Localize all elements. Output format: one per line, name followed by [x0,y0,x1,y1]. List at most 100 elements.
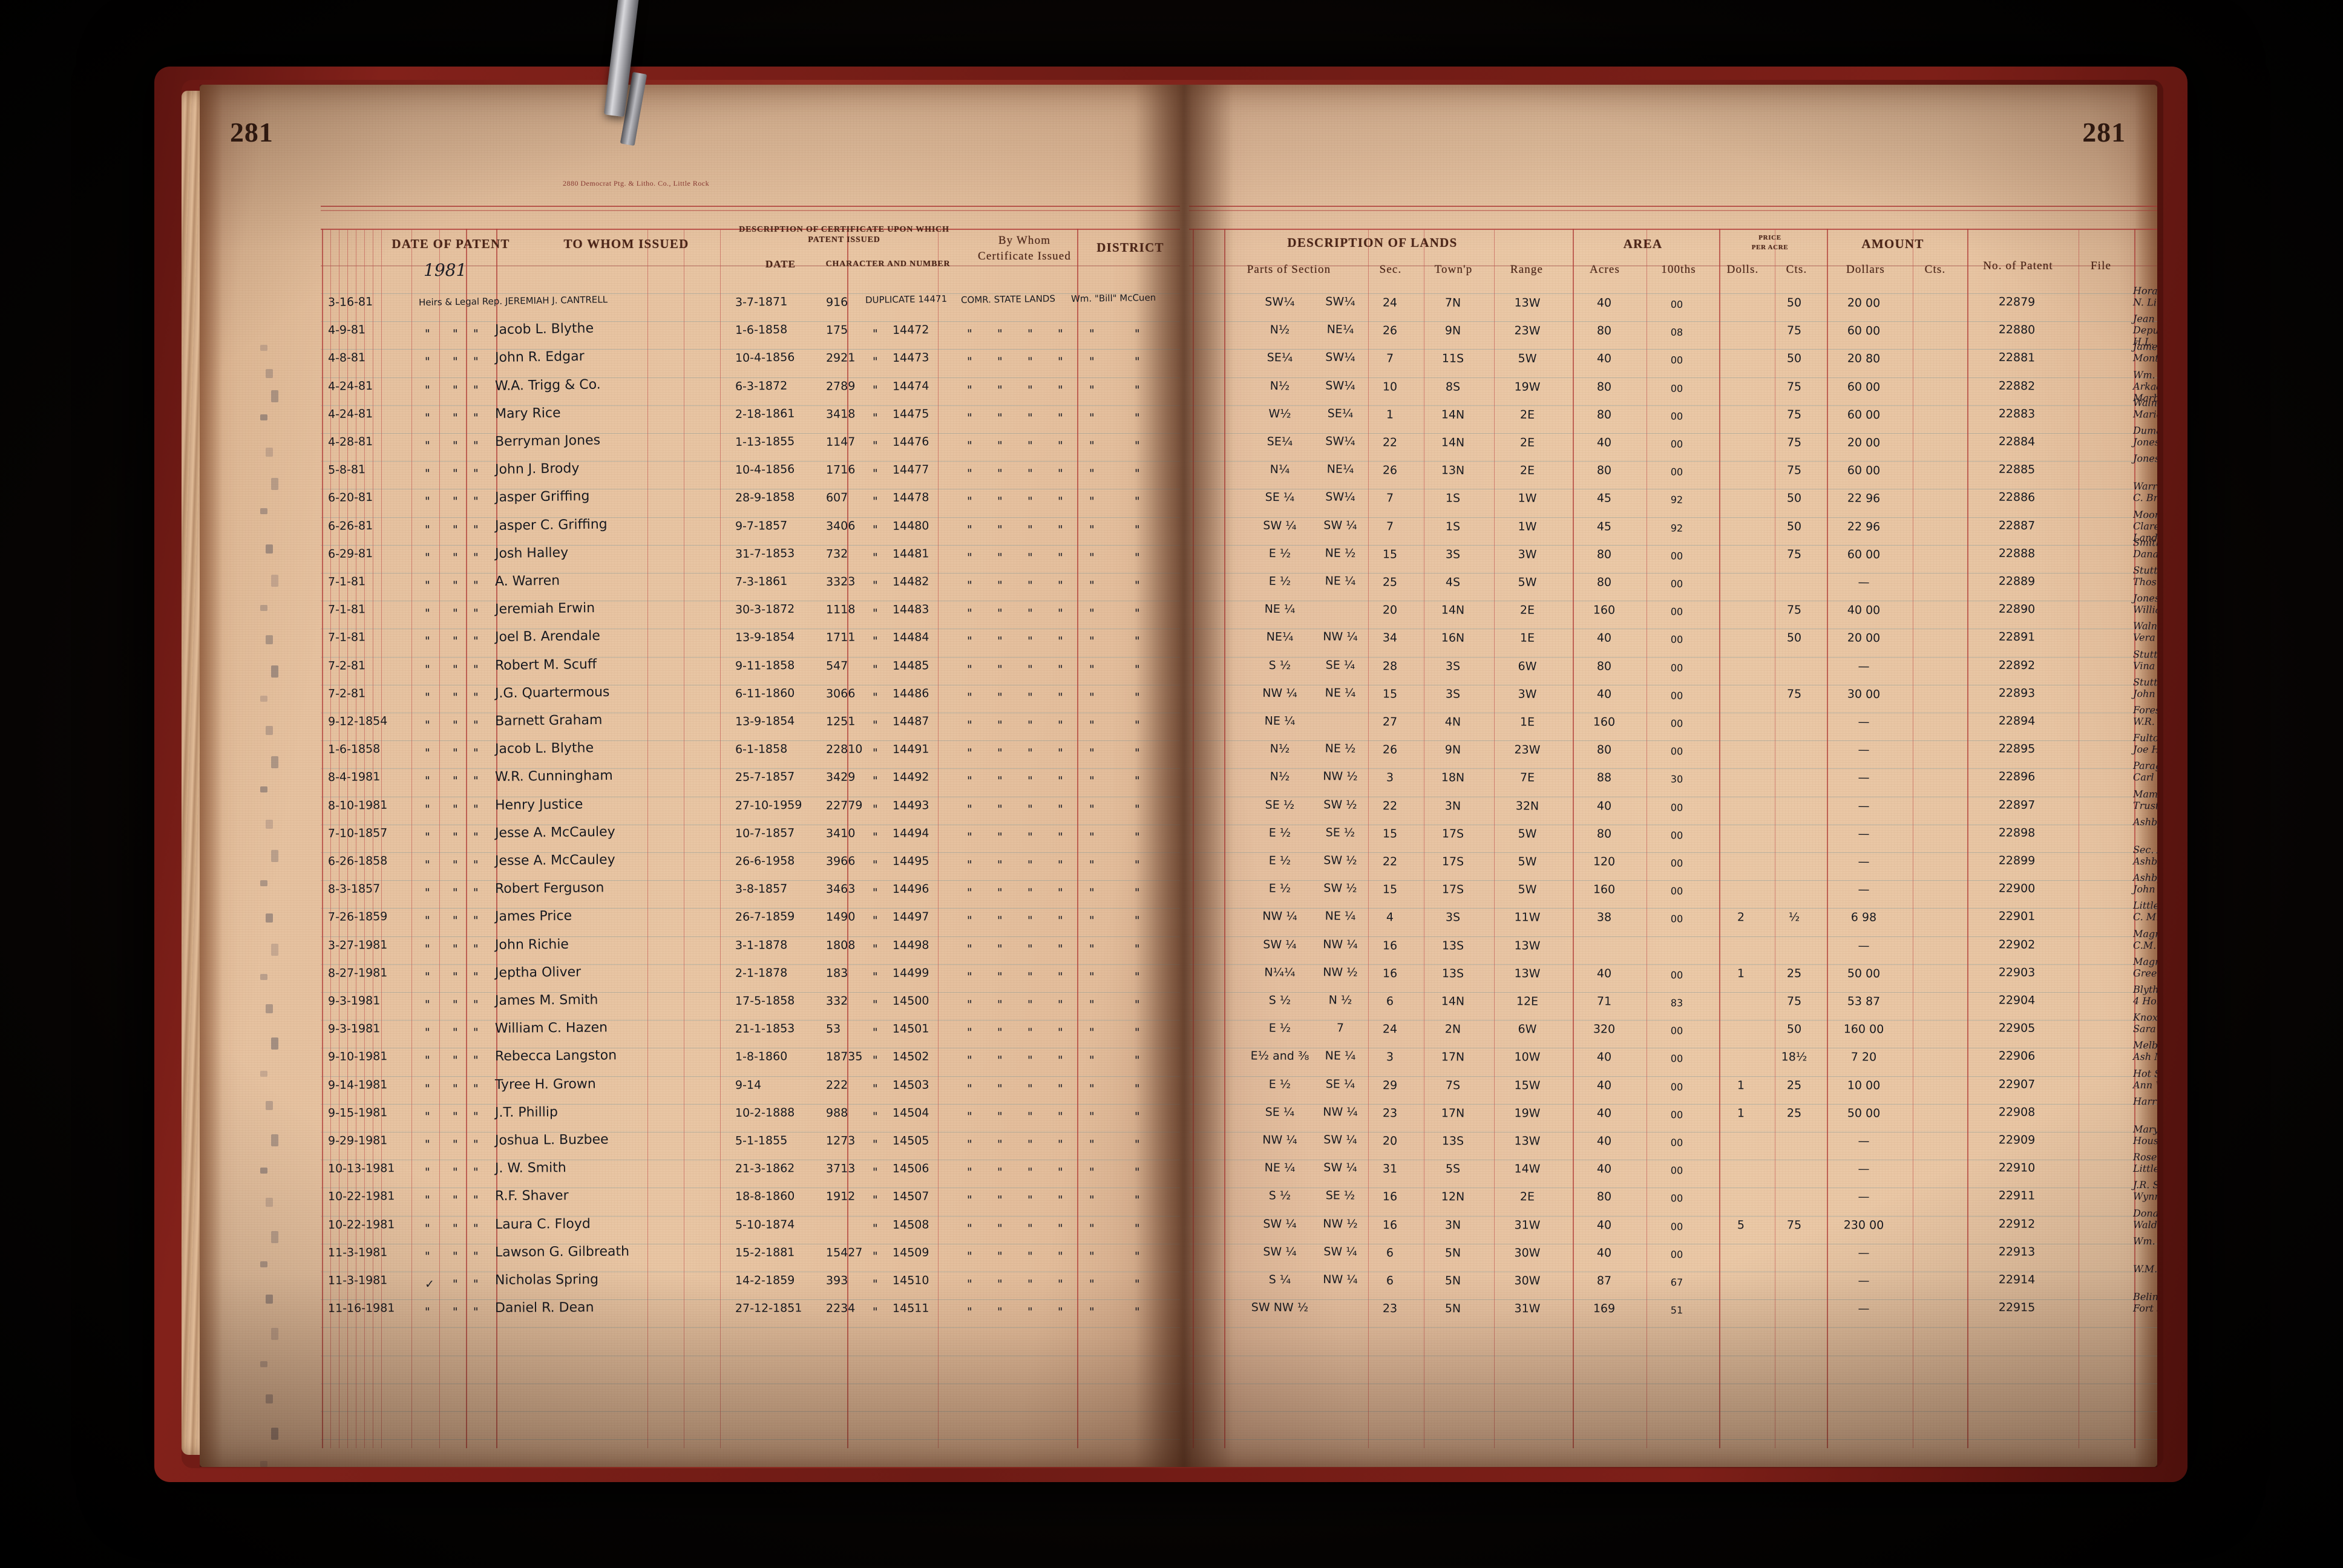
cell-date-of-patent: 7-1-81 [327,575,366,589]
cell-hundredths: 08 [1670,326,1683,339]
ditto-mark-3: " [473,1249,479,1263]
ditto-mark-character: " [872,550,878,564]
ditto-mark-bywhom-a: " [966,662,972,676]
cell-cert-date: 14-2-1859 [735,1273,795,1287]
cell-township: 3N [1444,1218,1461,1232]
cell-cert-number: 2789 [825,379,856,393]
cell-cert-date: 6-3-1872 [735,379,788,393]
cell-amount-dollars: — [1858,1162,1870,1176]
ditto-mark-2: " [452,578,458,593]
cell-amount-dollars: 20 00 [1847,631,1881,645]
ditto-mark-district-c: " [1134,970,1140,984]
ditto-mark-1: " [424,523,430,537]
ditto-mark-bywhom-b: " [997,467,1003,481]
ditto-mark-1: " [424,746,430,760]
cell-township: 13S [1441,1134,1464,1148]
cell-date-of-patent: 9-3-1981 [327,994,381,1008]
cell-to-whom-issued: Jasper Griffing [494,489,590,506]
cell-price-cents: ½ [1788,910,1800,924]
ditto-mark-2: " [452,1249,458,1263]
header-file: File [2090,260,2112,272]
cell-no-of-patent: 22891 [1998,630,2036,644]
cell-date-of-patent: 11-3-1981 [327,1273,388,1287]
cell-acres: 160 [1593,715,1616,729]
printer-imprint: 2880 Democrat Ptg. & Litho. Co., Little … [563,179,710,188]
ditto-mark-bywhom-b: " [997,1277,1003,1292]
cell-cert-number-2: 14504 [892,1106,929,1120]
cell-cert-number-2: 14501 [892,1022,929,1036]
ditto-mark-district-b: " [1089,467,1095,481]
ditto-mark-district-c: " [1134,1082,1140,1096]
cell-amount-dollars: 60 00 [1847,324,1881,338]
cell-by-whom-issued: COMR. STATE LANDS [960,293,1056,305]
cell-to-whom-issued: James Price [494,909,572,925]
cell-section: 34 [1382,631,1398,645]
cell-range: 32N [1515,799,1539,813]
ditto-mark-district-b: " [1089,662,1095,676]
cell-date-of-patent: 7-1-81 [327,630,366,645]
ditto-mark-district-a: " [1057,578,1063,593]
ditto-mark-3: " [473,970,479,984]
cell-acres: 40 [1596,687,1612,701]
cell-hundredths: 00 [1670,1025,1683,1037]
cell-cert-number-2: 14484 [892,630,929,645]
ditto-mark-bywhom-b: " [997,1082,1003,1096]
ditto-mark-district-a: " [1057,886,1063,900]
cell-acres: 80 [1596,324,1612,338]
cell-hundredths: 00 [1670,969,1683,981]
cell-part-of-section-1: SW NW ½ [1251,1301,1309,1315]
ditto-mark-3: " [473,439,479,453]
ditto-mark-bywhom-c: " [1027,467,1033,481]
ditto-mark-1: " [424,635,430,648]
ditto-mark-character: " [872,914,878,928]
ditto-mark-district-c: " [1134,523,1140,537]
cell-cert-number-2: 14483 [892,603,929,617]
cell-cert-number-2: 14502 [892,1050,929,1064]
cell-price-cents: 75 [1786,995,1802,1008]
cell-remarks: Stuttgart, Ark. [2132,676,2157,688]
ditto-mark-3: " [473,690,479,704]
cell-acres: 40 [1596,1050,1612,1064]
ditto-mark-2: " [452,439,458,453]
ditto-mark-district-a: " [1057,802,1063,816]
ditto-mark-character: " [872,1194,878,1207]
ditto-mark-character: " [872,1277,878,1292]
cell-cert-date: 9-14 [735,1078,762,1092]
ditto-mark-1: " [424,1137,430,1152]
cell-township: 4N [1444,715,1461,729]
ditto-mark-3: " [473,578,479,593]
fore-edge-index-mark [266,913,273,923]
ditto-mark-bywhom-c: " [1027,523,1033,537]
cell-hundredths: 00 [1670,1137,1683,1149]
cell-cert-number: 1147 [825,435,856,449]
cell-cert-number: 3418 [825,407,856,421]
ditto-mark-2: " [452,774,458,788]
fore-edge-index-mark [271,1037,278,1050]
ditto-mark-1: " [424,1221,430,1235]
cell-no-of-patent: 22906 [1998,1049,2036,1063]
header-amount-dollars: Dollars [1846,263,1885,276]
cell-cert-date: 3-8-1857 [735,882,788,897]
ditto-mark-3: " [473,858,479,872]
cell-remarks: Trust W. Barnett [2132,799,2157,812]
cell-acres: 40 [1596,1106,1612,1120]
ditto-mark-bywhom-b: " [997,607,1003,621]
cell-cert-number: 22810 [825,742,863,757]
header-acres: Acres [1589,263,1620,276]
cell-remarks: Carl Wayne [2132,771,2157,783]
ditto-mark-2: " [452,718,458,733]
cell-cert-date: 10-4-1856 [735,350,795,365]
cell-amount-dollars: — [1858,1190,1870,1204]
ditto-mark-district-a: " [1057,523,1063,537]
ditto-mark-bywhom-c: " [1027,662,1033,676]
cell-township: 13N [1441,463,1465,478]
ditto-mark-2: " [452,1054,458,1068]
cell-no-of-patent: 22897 [1998,798,2036,812]
ditto-mark-character: " [872,802,878,816]
cell-remarks: Dumas [2132,425,2157,437]
ditto-mark-district-b: " [1089,1194,1095,1207]
cell-amount-dollars: — [1858,715,1870,729]
ditto-mark-2: " [452,327,458,341]
ditto-mark-3: " [473,774,479,788]
fore-edge-index-mark [260,696,267,702]
